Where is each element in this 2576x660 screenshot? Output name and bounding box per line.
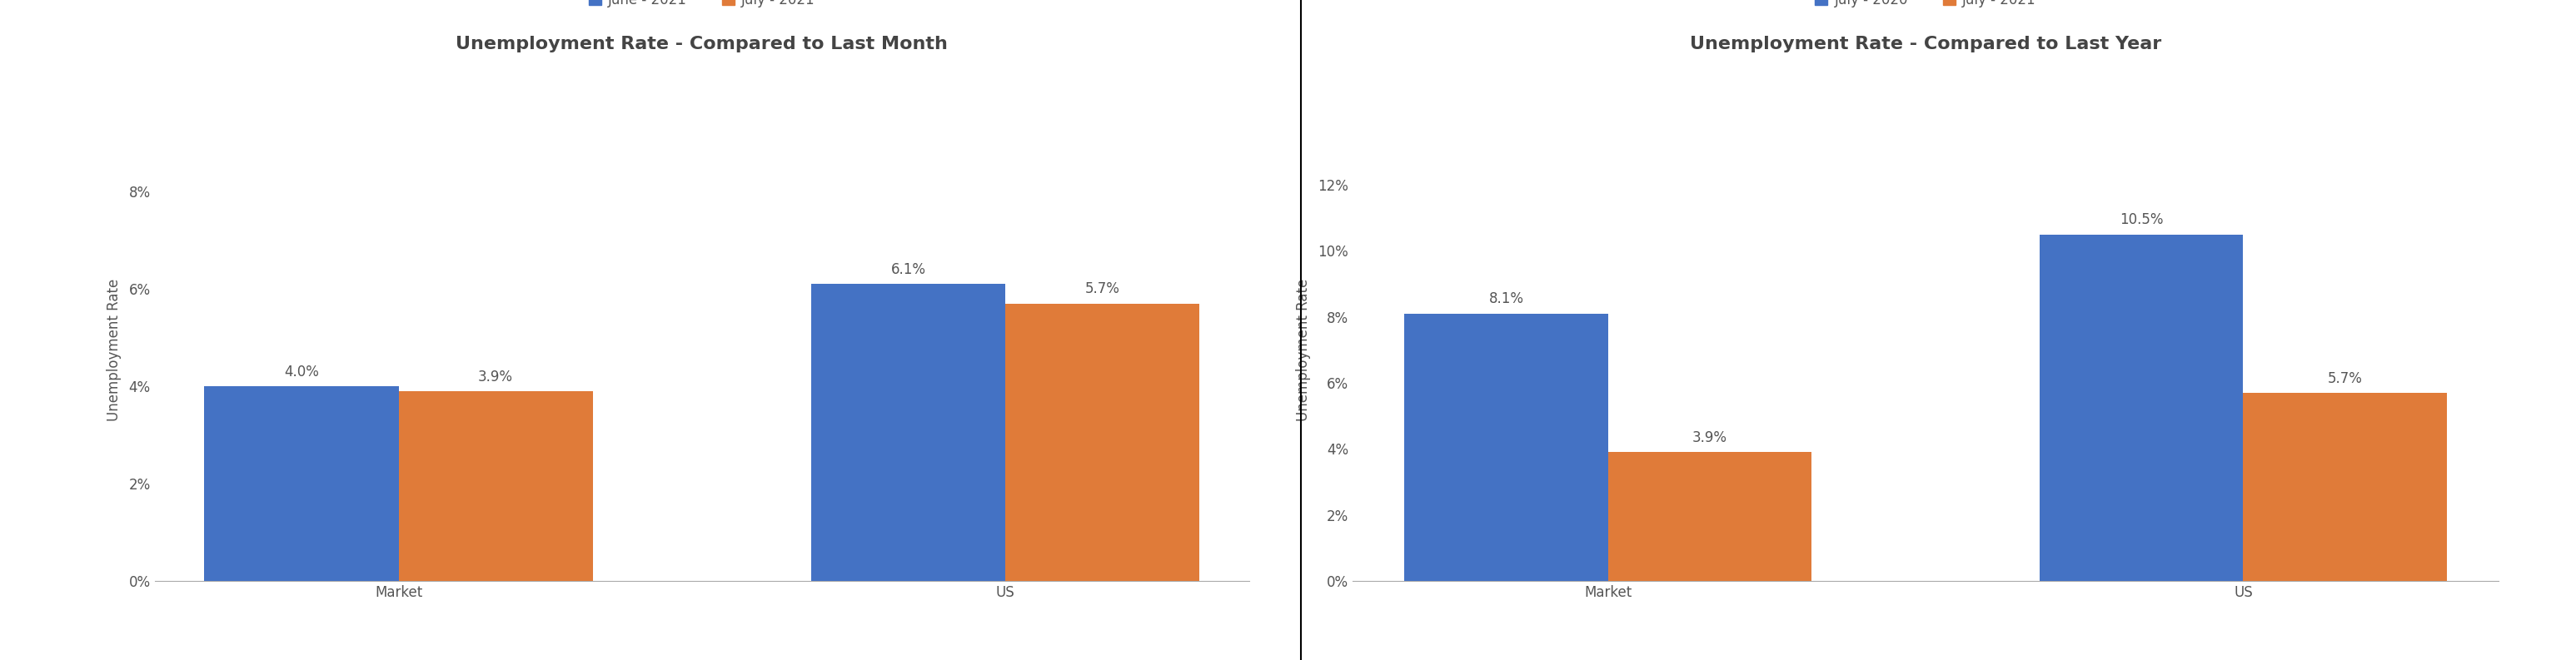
Legend: July - 2020, July - 2021: July - 2020, July - 2021: [1808, 0, 2043, 13]
Bar: [811, 284, 1005, 581]
Bar: [1404, 314, 1607, 581]
Bar: [1607, 452, 1811, 581]
Bar: [1005, 304, 1200, 581]
Text: 6.1%: 6.1%: [891, 262, 925, 277]
Y-axis label: Unemployment Rate: Unemployment Rate: [1296, 279, 1311, 421]
Text: 4.0%: 4.0%: [283, 364, 319, 380]
Text: 8.1%: 8.1%: [1489, 292, 1522, 306]
Legend: June - 2021, July - 2021: June - 2021, July - 2021: [582, 0, 822, 13]
Text: 3.9%: 3.9%: [1692, 430, 1726, 446]
Bar: [2244, 393, 2447, 581]
Title: Unemployment Rate - Compared to Last Month: Unemployment Rate - Compared to Last Mon…: [456, 36, 948, 53]
Bar: [399, 391, 592, 581]
Bar: [2040, 234, 2244, 581]
Text: 3.9%: 3.9%: [479, 369, 513, 384]
Title: Unemployment Rate - Compared to Last Year: Unemployment Rate - Compared to Last Yea…: [1690, 36, 2161, 53]
Y-axis label: Unemployment Rate: Unemployment Rate: [106, 279, 121, 421]
Bar: [204, 386, 399, 581]
Text: 5.7%: 5.7%: [1084, 282, 1121, 296]
Text: 5.7%: 5.7%: [2329, 371, 2362, 385]
Text: 10.5%: 10.5%: [2120, 213, 2164, 227]
